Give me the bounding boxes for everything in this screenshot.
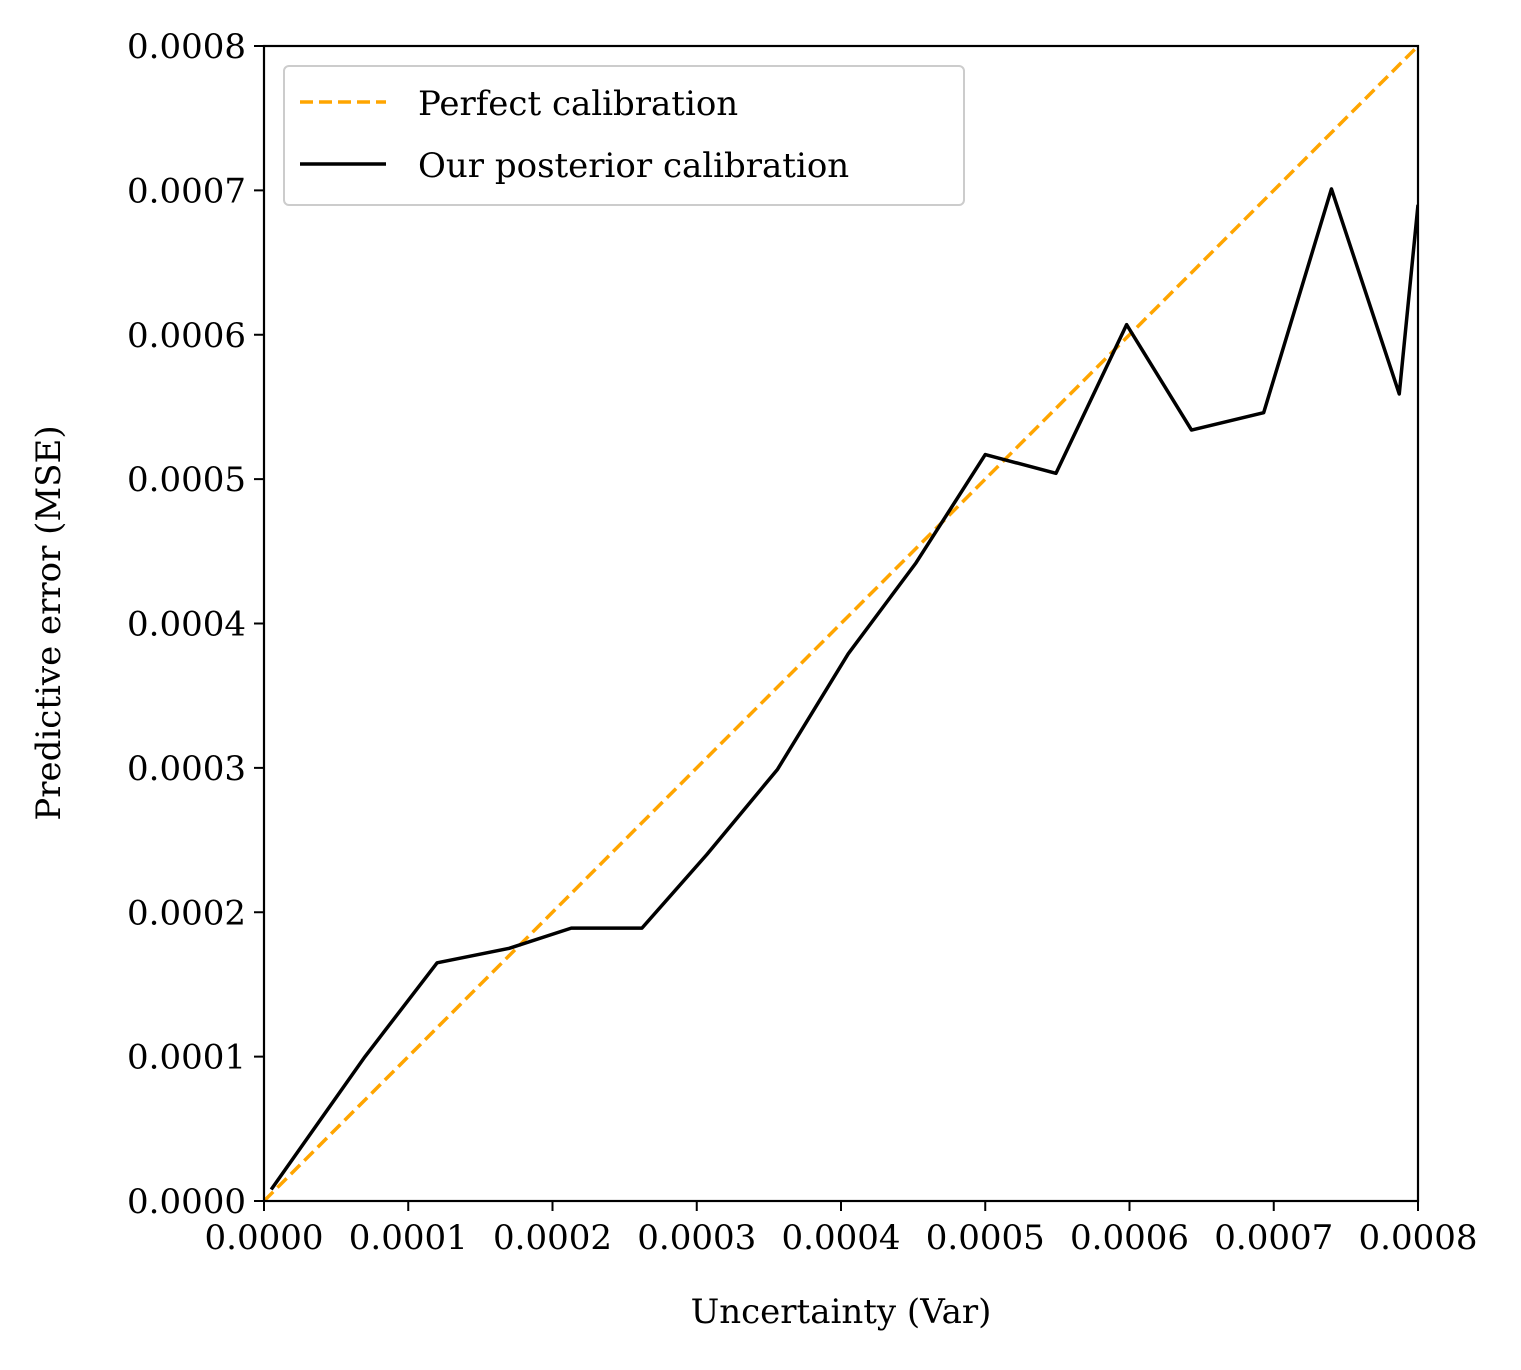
y-tick-label: 0.0007: [127, 171, 246, 211]
x-tick-label: 0.0000: [205, 1218, 324, 1258]
x-axis-label: Uncertainty (Var): [691, 1292, 992, 1332]
y-tick-label: 0.0000: [127, 1182, 246, 1222]
y-tick-label: 0.0003: [127, 749, 246, 789]
legend-label-our-posterior-calibration: Our posterior calibration: [418, 146, 849, 186]
y-tick-label: 0.0002: [127, 893, 246, 933]
x-tick-label: 0.0005: [926, 1218, 1045, 1258]
y-axis-label: Predictive error (MSE): [29, 425, 69, 820]
x-tick-label: 0.0001: [349, 1218, 468, 1258]
series-layer: [264, 46, 1418, 1201]
series-line-perfect-calibration: [264, 46, 1418, 1201]
legend-label-perfect-calibration: Perfect calibration: [418, 84, 738, 124]
series-line-our-posterior-calibration: [269, 187, 1418, 1191]
x-tick-label: 0.0004: [782, 1218, 901, 1258]
x-tick-label: 0.0006: [1070, 1218, 1189, 1258]
x-tick-label: 0.0002: [493, 1218, 612, 1258]
x-tick-label: 0.0003: [637, 1218, 756, 1258]
x-tick-label: 0.0008: [1359, 1218, 1478, 1258]
y-tick-label: 0.0008: [127, 27, 246, 67]
y-tick-label: 0.0004: [127, 605, 246, 645]
legend: Perfect calibration Our posterior calibr…: [283, 65, 965, 206]
y-tick-label: 0.0006: [127, 316, 246, 356]
legend-box: [283, 65, 965, 206]
y-tick-label: 0.0005: [127, 460, 246, 500]
y-tick-label: 0.0001: [127, 1038, 246, 1078]
x-tick-label: 0.0007: [1214, 1218, 1333, 1258]
